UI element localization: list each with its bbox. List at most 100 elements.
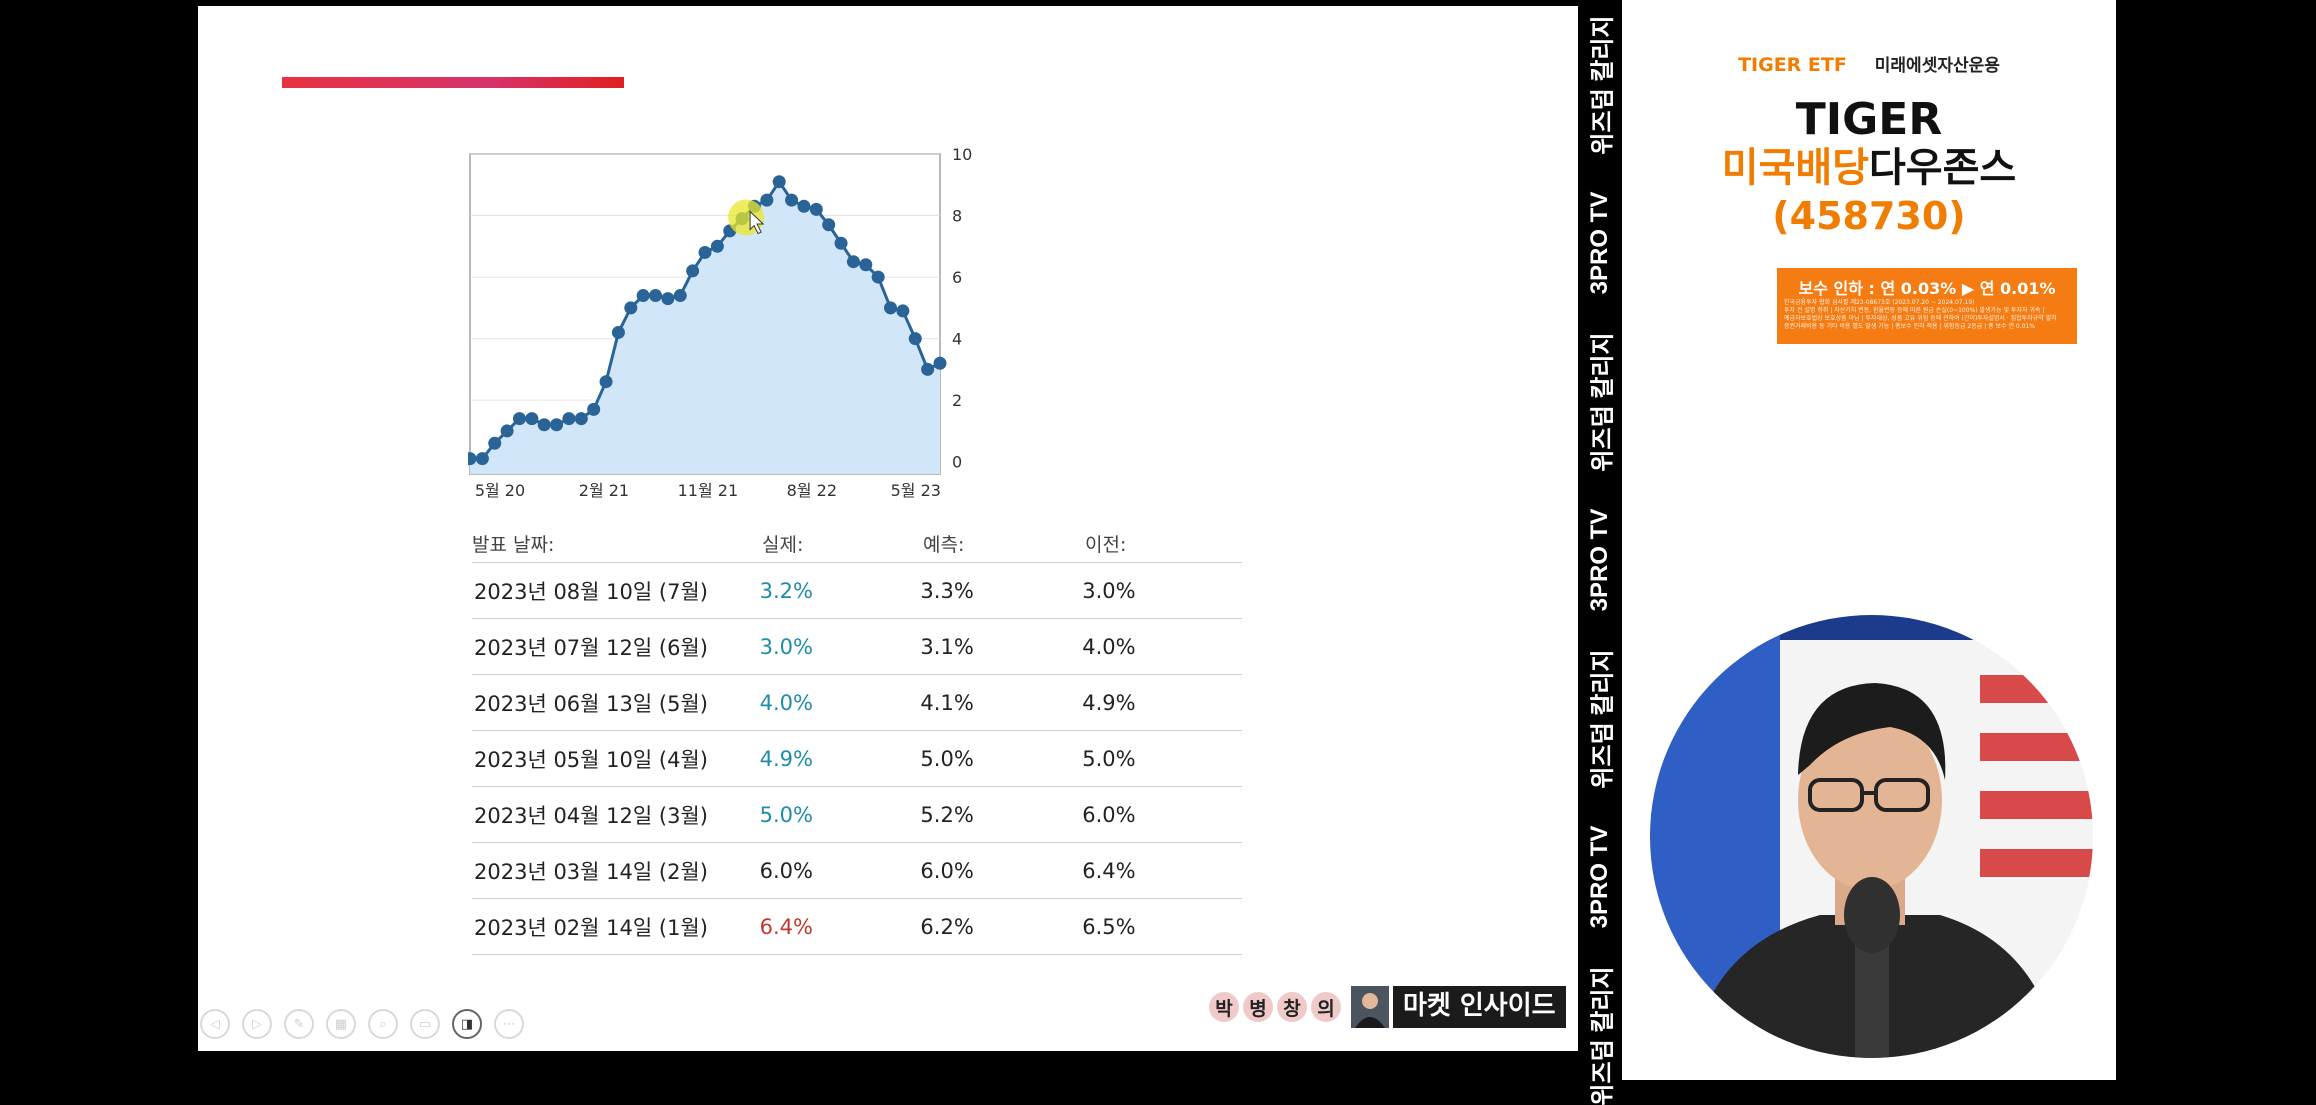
table-row: 2023년 02월 14일 (1월) 6.4% 6.2% 6.5% — [472, 899, 1242, 955]
data-point — [468, 452, 477, 466]
etf-title-black: 다우존스 — [1869, 145, 2017, 191]
pen-icon[interactable]: ✎ — [284, 1009, 314, 1039]
x-tick-label: 5월 23 — [891, 481, 941, 500]
cell-previous: 6.4% — [1082, 858, 1136, 883]
y-tick-label: 0 — [952, 453, 962, 472]
data-point — [673, 289, 687, 303]
data-point — [525, 412, 539, 426]
header-previous: 이전: — [1085, 533, 1127, 556]
cell-previous: 6.0% — [1082, 802, 1136, 827]
presentation-slide: 0 2 4 6 8 10 5월 20 2월 21 11월 21 8월 22 5월 23 발표 날짜:… — [198, 6, 1578, 1051]
data-point — [611, 325, 625, 339]
data-point — [834, 236, 848, 250]
cell-previous: 5.0% — [1082, 746, 1136, 771]
fee-disclaimer: 예금자보호법상 보호상품 아님 | 투자대상, 성품 고유 위험 등에 관하여 … — [1784, 315, 2057, 322]
etf-title-orange: 미국배당 — [1721, 145, 1869, 191]
fee-disclaimer: 한국금융투자 협회 심사필 제23-08673호 (2023.07.20 ~ 2… — [1784, 299, 1975, 306]
tiger-etf-logo: TIGER ETF — [1738, 54, 1847, 76]
stripe-label: 3PRO TV — [1586, 192, 1613, 295]
data-point — [921, 362, 935, 376]
data-point — [624, 301, 638, 315]
table-row: 2023년 03월 14일 (2월) 6.0% 6.0% 6.4% — [472, 843, 1242, 899]
data-point — [809, 202, 823, 216]
data-point — [636, 289, 650, 303]
stripe-label: 위즈덤 칼리지 — [1589, 332, 1617, 472]
data-point — [574, 412, 588, 426]
cell-date: 2023년 03월 14일 (2월) — [474, 859, 708, 884]
cell-actual: 5.0% — [759, 802, 813, 827]
logo-syllable: 창 — [1277, 992, 1307, 1022]
prev-arrow-icon[interactable]: ◁ — [200, 1009, 230, 1039]
slide-accent-bar — [282, 77, 624, 88]
cell-date: 2023년 07월 12일 (6월) — [474, 635, 708, 660]
video-icon[interactable]: ◨ — [452, 1009, 482, 1039]
data-point — [859, 258, 873, 272]
show-title: 마켓 인사이드 — [1393, 986, 1566, 1028]
table-row: 2023년 05월 10일 (4월) 4.9% 5.0% 5.0% — [472, 731, 1242, 787]
data-point — [488, 436, 502, 450]
channel-side-stripe: 위즈덤 칼리지 3PRO TV 위즈덤 칼리지 3PRO TV 위즈덤 칼리지 3PRO … — [1579, 0, 1622, 1105]
more-icon[interactable]: ⋯ — [494, 1009, 524, 1039]
data-point — [884, 301, 898, 315]
y-tick-label: 6 — [952, 268, 962, 287]
cell-date: 2023년 05월 10일 (4월) — [474, 747, 708, 772]
cell-forecast: 6.0% — [920, 858, 974, 883]
etf-code: (458730) — [1772, 194, 1966, 238]
data-point — [797, 199, 811, 213]
header-actual: 실제: — [762, 533, 804, 556]
data-point — [475, 452, 489, 466]
release-table: 발표 날짜: 실제: 예측: 이전: 2023년 08월 10일 (7월) 3.2… — [472, 524, 1242, 955]
header-forecast: 예측: — [923, 533, 965, 556]
data-point — [649, 289, 663, 303]
cell-actual: 4.9% — [759, 746, 813, 771]
logo-syllable: 의 — [1311, 992, 1341, 1022]
data-point — [822, 218, 836, 232]
data-point — [562, 412, 576, 426]
stripe-label: 위즈덤 칼리지 — [1589, 649, 1617, 789]
cell-forecast: 6.2% — [920, 914, 974, 939]
etf-title-line2: 미국배당다우존스 — [1622, 144, 2116, 192]
table-header: 발표 날짜: 실제: 예측: 이전: — [472, 524, 1242, 563]
area-fill — [470, 181, 940, 474]
data-point — [661, 292, 675, 306]
cell-forecast: 3.3% — [920, 578, 974, 603]
data-point — [599, 375, 613, 389]
cell-actual: 3.2% — [759, 578, 813, 603]
table-row: 2023년 04월 12일 (3월) 5.0% 5.2% 6.0% — [472, 787, 1242, 843]
data-point — [772, 175, 786, 189]
x-tick-label: 5월 20 — [475, 481, 525, 500]
cell-forecast: 5.0% — [920, 746, 974, 771]
y-tick-label: 8 — [952, 207, 962, 226]
data-point — [933, 356, 947, 370]
fee-disclaimer: 증권거래비용 등 기타 비용 별도 발생 가능 | 총보수 인하 적용 | 위험… — [1784, 323, 2035, 330]
cell-forecast: 3.1% — [920, 634, 974, 659]
data-point — [846, 255, 860, 269]
play-icon[interactable]: ▷ — [242, 1009, 272, 1039]
y-tick-label: 2 — [952, 391, 962, 410]
slides-grid-icon[interactable]: ▦ — [326, 1009, 356, 1039]
x-tick-label: 8월 22 — [787, 481, 837, 500]
cell-previous: 4.0% — [1082, 634, 1136, 659]
x-tick-label: 2월 21 — [579, 481, 629, 500]
stripe-label: 3PRO TV — [1586, 825, 1613, 929]
cell-actual: 3.0% — [759, 634, 813, 659]
subtitles-icon[interactable]: ▭ — [410, 1009, 440, 1039]
data-point — [896, 304, 910, 318]
data-point — [785, 193, 799, 207]
stripe-label: 3PRO TV — [1586, 508, 1613, 612]
presenter-video-icon — [1650, 615, 2093, 1058]
data-point — [587, 402, 601, 416]
table-row: 2023년 08월 10일 (7월) 3.2% 3.3% 3.0% — [472, 563, 1242, 619]
zoom-icon[interactable]: ⌕ — [368, 1009, 398, 1039]
header-date: 발표 날짜: — [472, 533, 555, 556]
logo-syllable: 병 — [1243, 992, 1273, 1022]
fee-title: 보수 인하 : 연 0.03% ▶ 연 0.01% — [1798, 279, 2056, 298]
mouse-cursor-icon — [749, 210, 765, 235]
data-point — [512, 412, 526, 426]
y-tick-label: 4 — [952, 330, 962, 349]
cell-previous: 3.0% — [1082, 578, 1136, 603]
cell-date: 2023년 02월 14일 (1월) — [474, 915, 708, 940]
mirae-asset-logo: 미래에셋자산운용 — [1874, 56, 2000, 76]
inflation-area-chart: 0 2 4 6 8 10 5월 20 2월 21 11월 21 8월 22 5월 23 — [468, 145, 972, 500]
brand-row: TIGER ETF 미래에셋자산운용 — [1622, 51, 2116, 76]
